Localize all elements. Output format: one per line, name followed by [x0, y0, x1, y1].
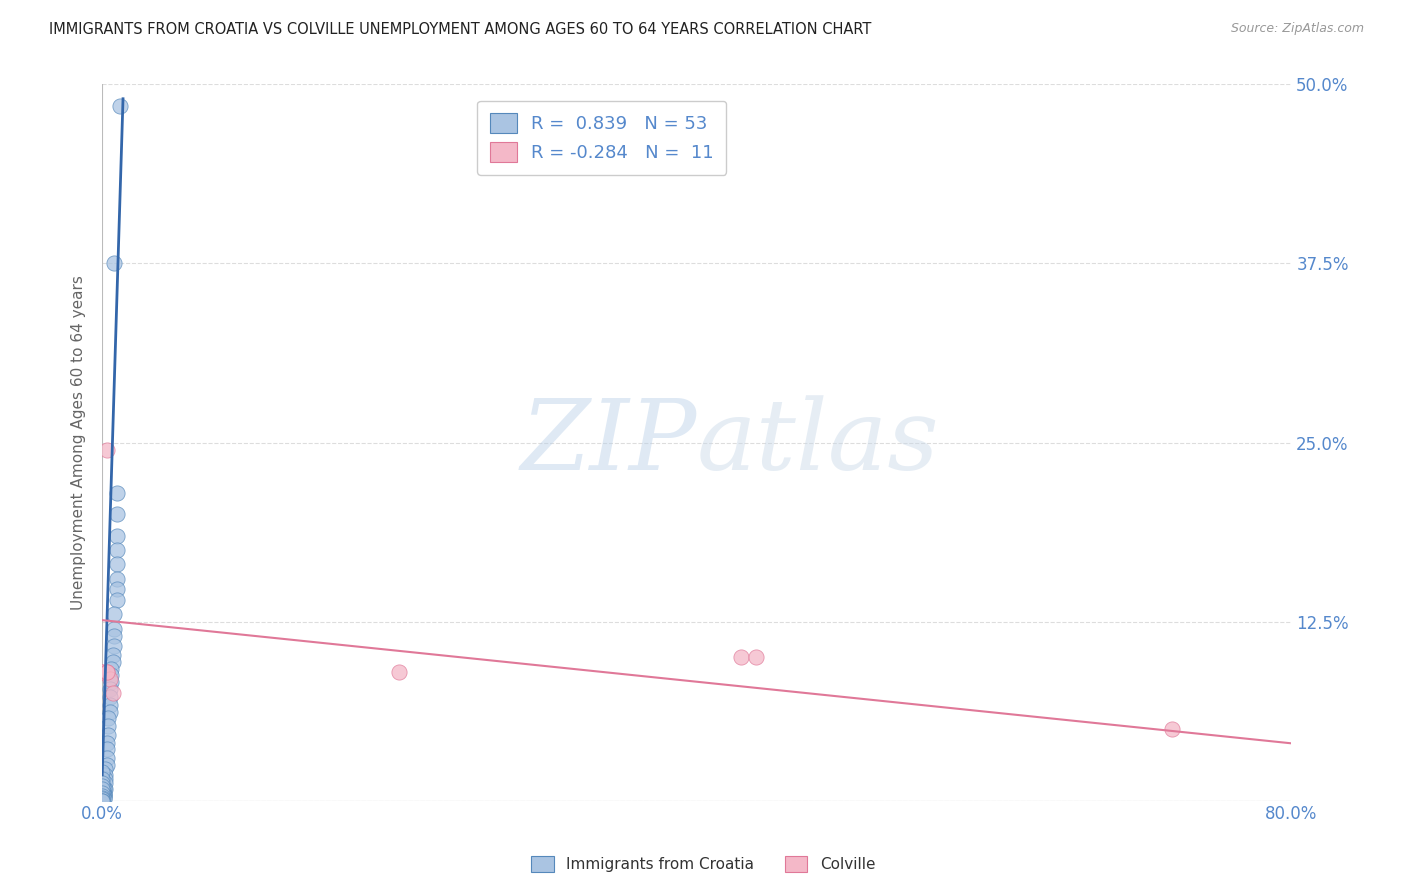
- Point: [93, 789, 115, 804]
- Point: [388, 665, 411, 679]
- Point: [103, 256, 125, 270]
- Point: [91, 776, 114, 790]
- Point: [94, 768, 117, 782]
- Point: [100, 667, 122, 681]
- Point: [101, 686, 124, 700]
- Point: [108, 99, 131, 113]
- Legend: R =  0.839   N = 53, R = -0.284   N =  11: R = 0.839 N = 53, R = -0.284 N = 11: [477, 101, 727, 175]
- Point: [91, 665, 114, 679]
- Point: [103, 639, 125, 653]
- Point: [105, 572, 128, 586]
- Point: [101, 648, 124, 662]
- Point: [96, 757, 118, 772]
- Point: [91, 665, 114, 679]
- Text: ZIP: ZIP: [520, 395, 697, 491]
- Point: [97, 719, 120, 733]
- Point: [97, 728, 120, 742]
- Point: [100, 674, 122, 689]
- Point: [96, 665, 118, 679]
- Point: [103, 622, 125, 636]
- Point: [93, 790, 115, 805]
- Point: [96, 736, 118, 750]
- Point: [745, 650, 768, 665]
- Y-axis label: Unemployment Among Ages 60 to 64 years: Unemployment Among Ages 60 to 64 years: [72, 275, 86, 610]
- Point: [105, 528, 128, 542]
- Point: [96, 742, 118, 756]
- Point: [105, 558, 128, 572]
- Point: [94, 762, 117, 776]
- Point: [91, 772, 114, 786]
- Point: [94, 772, 117, 786]
- Point: [105, 507, 128, 521]
- Point: [93, 782, 115, 797]
- Point: [96, 442, 118, 457]
- Point: [98, 705, 121, 719]
- Point: [105, 543, 128, 558]
- Point: [93, 788, 115, 802]
- Point: [730, 650, 752, 665]
- Point: [94, 776, 117, 790]
- Legend: Immigrants from Croatia, Colville: Immigrants from Croatia, Colville: [523, 848, 883, 880]
- Point: [93, 787, 115, 801]
- Text: atlas: atlas: [697, 395, 939, 491]
- Point: [100, 662, 122, 676]
- Point: [91, 787, 114, 801]
- Point: [96, 750, 118, 764]
- Point: [101, 655, 124, 669]
- Point: [98, 681, 121, 696]
- Point: [91, 794, 114, 808]
- Point: [105, 582, 128, 596]
- Point: [93, 792, 115, 806]
- Point: [91, 764, 114, 779]
- Point: [103, 629, 125, 643]
- Point: [98, 672, 121, 686]
- Point: [97, 710, 120, 724]
- Text: IMMIGRANTS FROM CROATIA VS COLVILLE UNEMPLOYMENT AMONG AGES 60 TO 64 YEARS CORRE: IMMIGRANTS FROM CROATIA VS COLVILLE UNEM…: [49, 22, 872, 37]
- Point: [103, 607, 125, 622]
- Point: [98, 698, 121, 712]
- Point: [91, 789, 114, 804]
- Point: [91, 794, 114, 808]
- Point: [91, 792, 114, 806]
- Point: [93, 788, 115, 802]
- Point: [91, 790, 114, 805]
- Point: [94, 782, 117, 797]
- Point: [105, 485, 128, 500]
- Point: [96, 665, 118, 679]
- Point: [91, 779, 114, 793]
- Point: [98, 690, 121, 705]
- Point: [105, 593, 128, 607]
- Point: [91, 782, 114, 797]
- Text: Source: ZipAtlas.com: Source: ZipAtlas.com: [1230, 22, 1364, 36]
- Point: [1161, 722, 1184, 736]
